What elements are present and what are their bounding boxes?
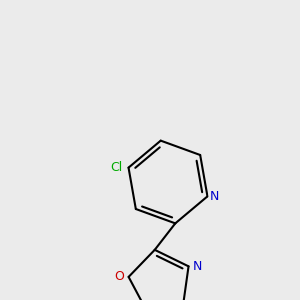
Text: N: N [210,190,219,203]
Text: N: N [193,260,202,273]
Text: Cl: Cl [110,161,123,174]
Text: O: O [115,270,124,284]
